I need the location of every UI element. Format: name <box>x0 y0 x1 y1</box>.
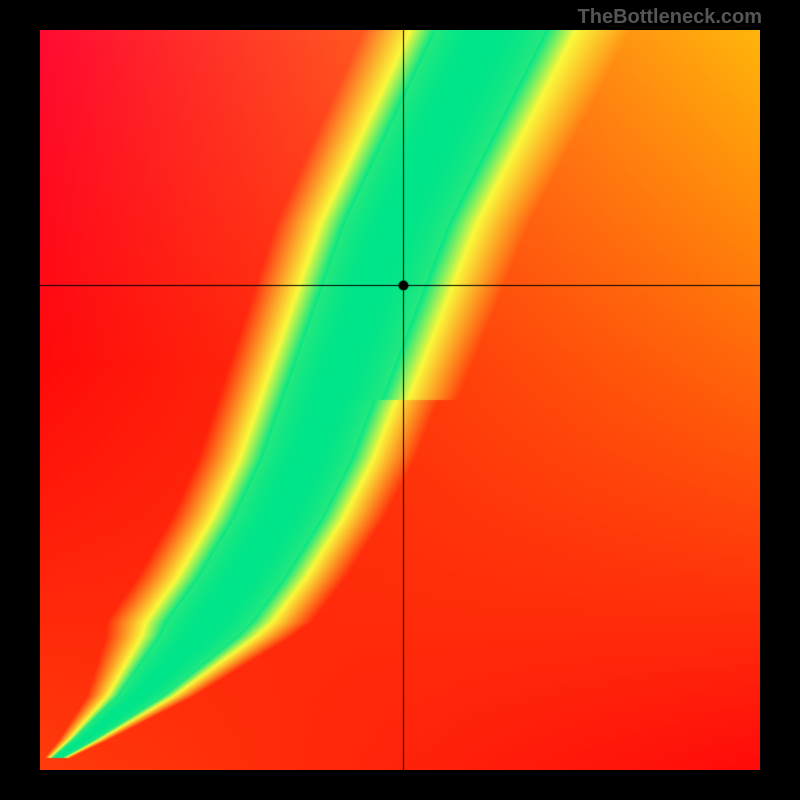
heatmap-canvas <box>40 30 760 770</box>
watermark-text: TheBottleneck.com <box>578 6 762 29</box>
chart-container: TheBottleneck.com <box>0 0 800 800</box>
